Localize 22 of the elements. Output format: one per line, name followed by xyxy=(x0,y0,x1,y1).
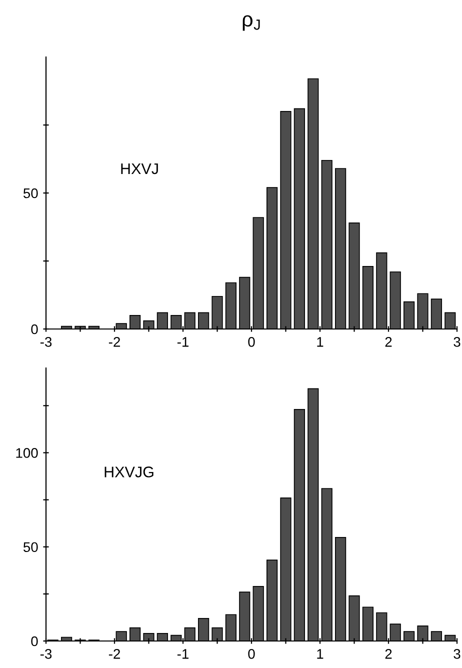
annotation: HXVJG xyxy=(104,466,154,478)
x-tick-label: 0 xyxy=(248,649,255,659)
x-tick-label: -3 xyxy=(40,649,52,659)
x-tick-label: -2 xyxy=(108,649,120,659)
x-tick-label: 2 xyxy=(385,649,392,659)
x-tick-label: -2 xyxy=(108,337,120,347)
y-tick-label: 0 xyxy=(31,324,38,334)
x-tick-label: 3 xyxy=(454,649,460,659)
x-tick-label: 1 xyxy=(317,337,324,347)
y-tick-label: 50 xyxy=(23,542,38,552)
x-tick-label: 0 xyxy=(248,337,255,347)
x-tick-label: 1 xyxy=(317,649,324,659)
x-tick-label: -1 xyxy=(177,337,188,347)
x-tick-label: -1 xyxy=(177,649,188,659)
x-tick-label: 2 xyxy=(385,337,392,347)
y-tick-label: 0 xyxy=(31,636,38,646)
x-tick-label: 3 xyxy=(454,337,460,347)
x-tick-label: -3 xyxy=(40,337,52,347)
annotation: HXVJ xyxy=(121,163,158,174)
y-tick-label: 50 xyxy=(23,188,38,198)
chart-title: ρ$_{J}$ xyxy=(242,15,260,31)
y-tick-label: 100 xyxy=(16,448,38,458)
